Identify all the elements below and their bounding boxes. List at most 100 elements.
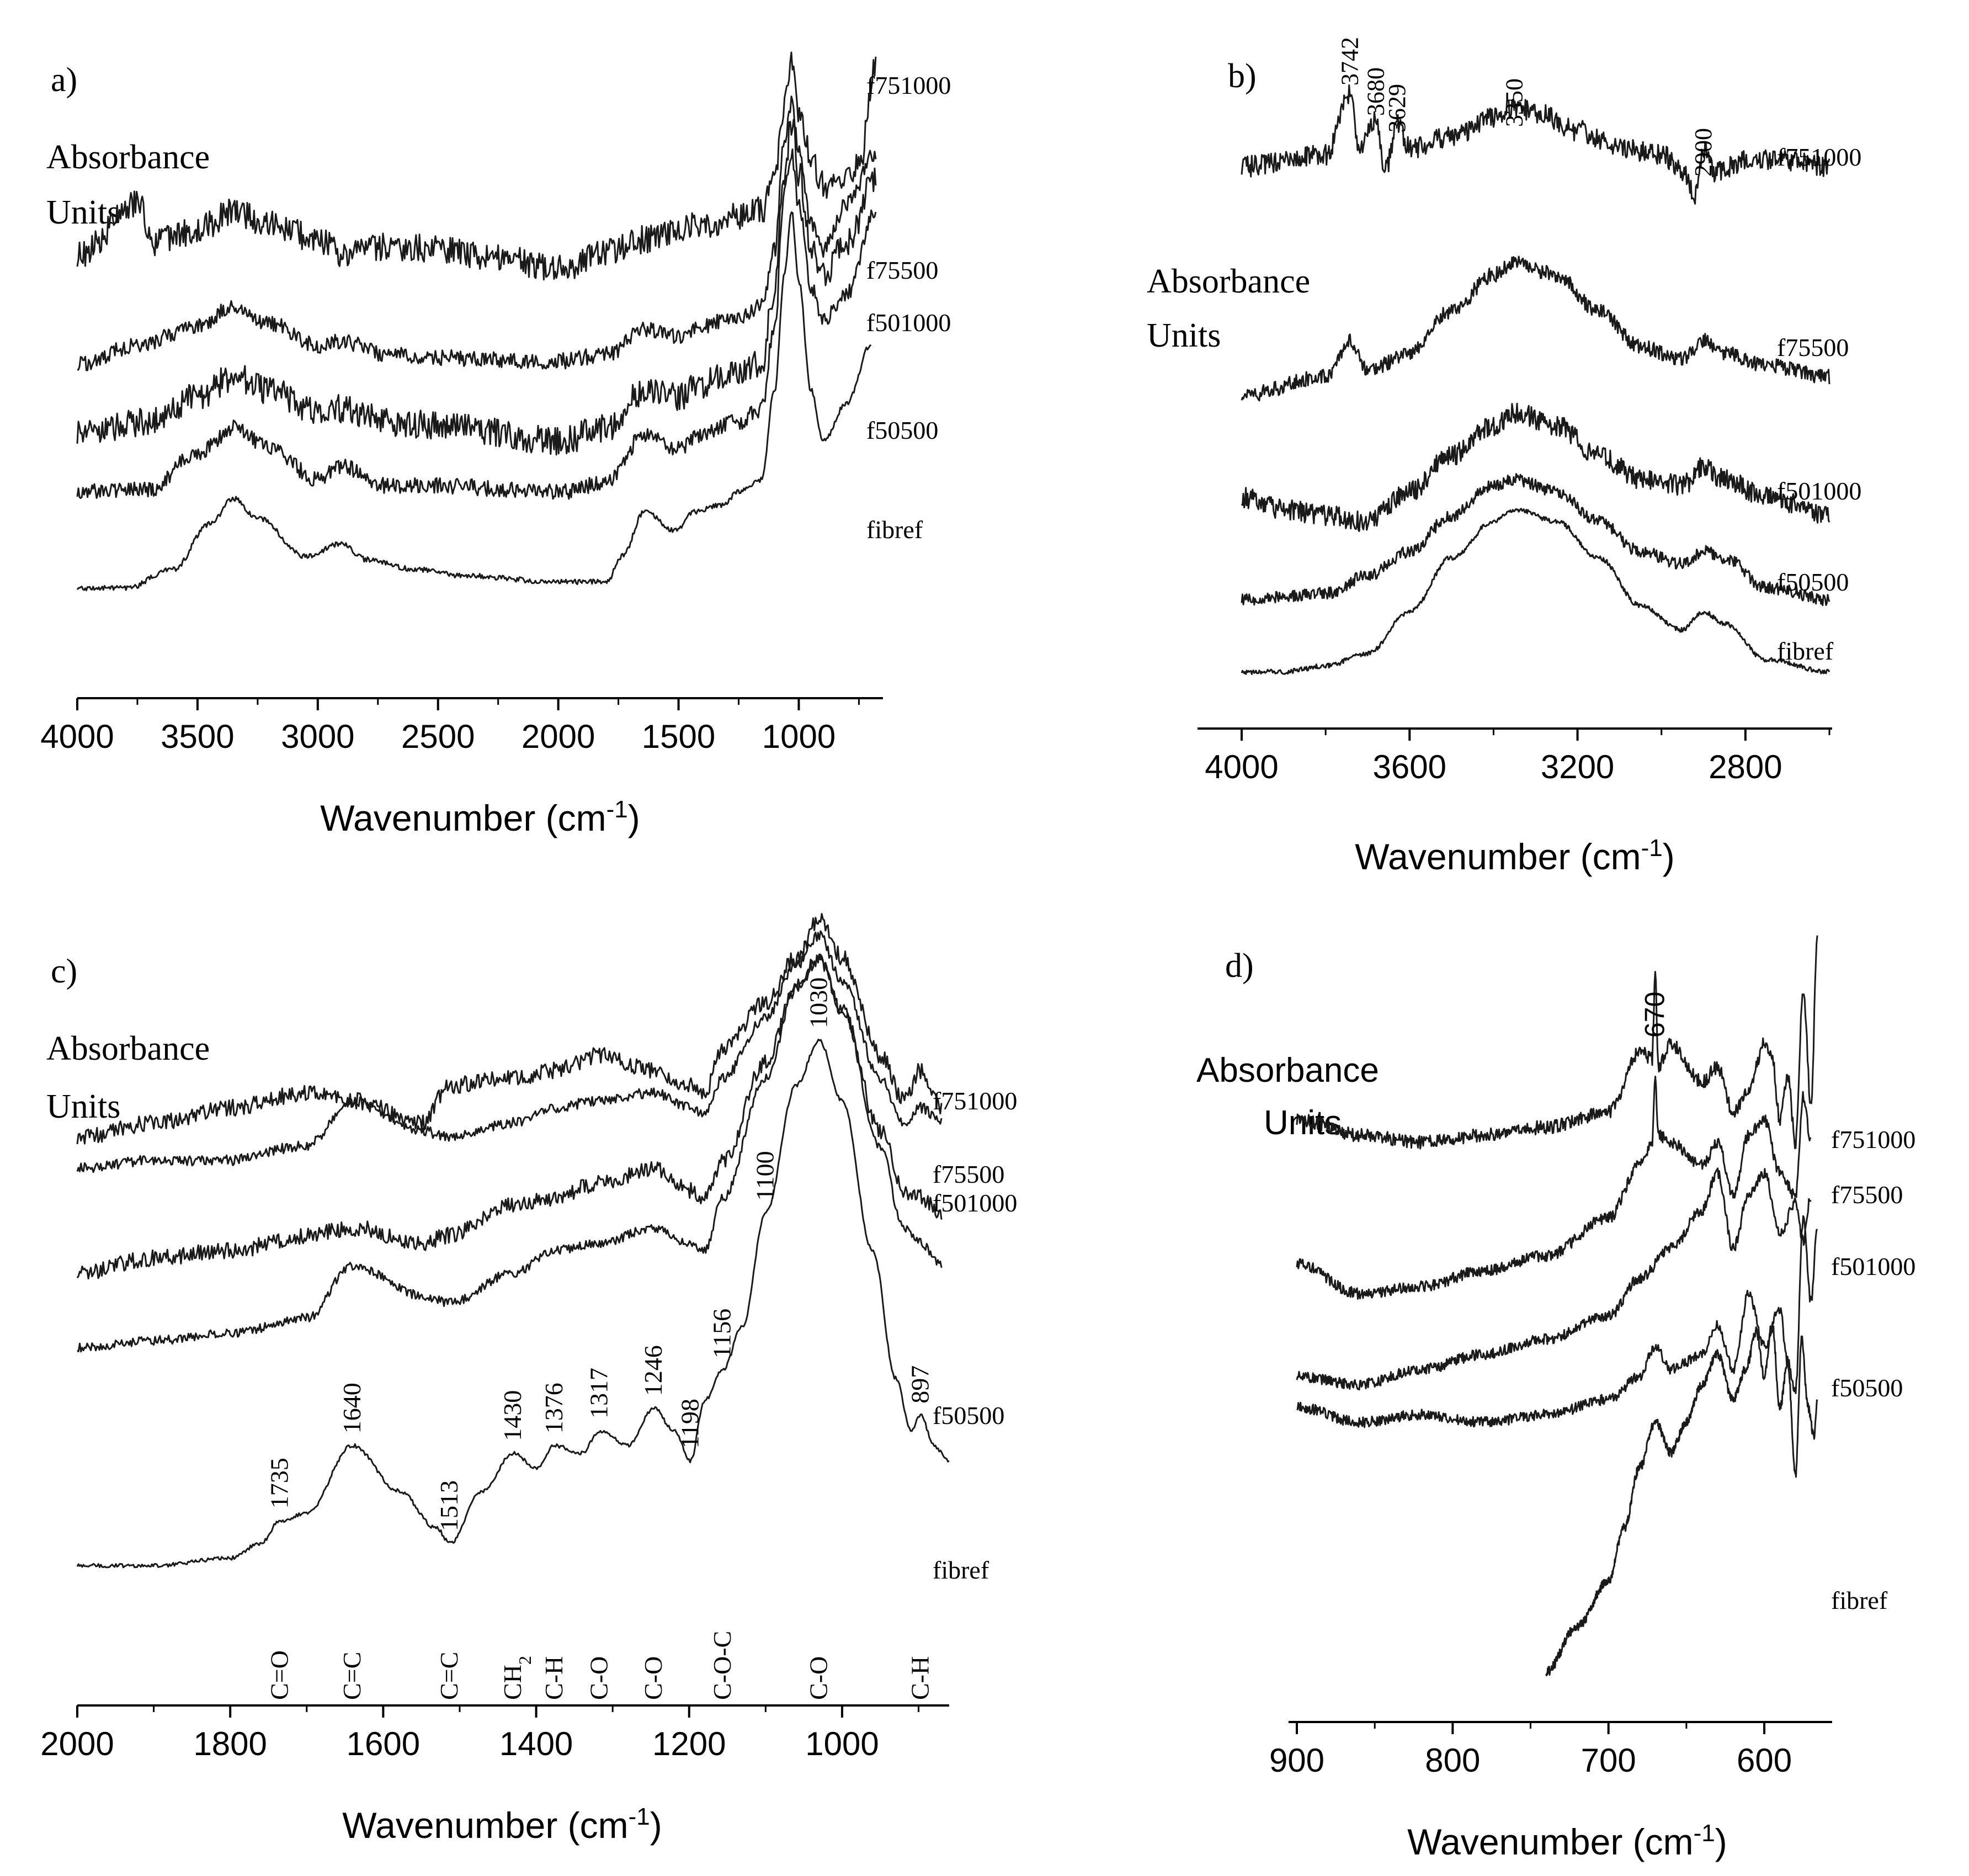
panel-b-tick-label: 2800 — [1709, 748, 1782, 785]
panel-c-assignment-label: C-O — [804, 1656, 832, 1700]
panel-d-series-fibref — [1545, 1322, 1818, 1677]
panel-c-series-f75500 — [76, 930, 943, 1173]
panel-c-assignment-label: C=C — [338, 1652, 366, 1700]
panel-c-tick-label: 1600 — [347, 1725, 420, 1762]
panel-d-series-f75500 — [1296, 1076, 1812, 1300]
panel-a-tick-label: 3500 — [161, 718, 234, 755]
panel-a-series-f75500 — [77, 95, 877, 371]
panel-b-legend-f75500: f75500 — [1777, 333, 1849, 362]
panel-c-ylabel-line2: Units — [46, 1088, 120, 1125]
panel-d-legend-f75500: f75500 — [1831, 1181, 1903, 1209]
panel-d-legend-fibref: fibref — [1831, 1586, 1888, 1614]
panel-c-assignments: C=O C=C C=C CH2 C-H C-O C-O C-O-C C-O C-H — [265, 1631, 934, 1700]
panel-a-tick-label: 2500 — [401, 718, 475, 755]
panel-c-legend-fibref: fibref — [933, 1556, 989, 1584]
panel-c-ylabel-line1: Absorbance — [46, 1030, 210, 1067]
panel-c-legend-f75500: f75500 — [933, 1160, 1004, 1188]
panel-a-series-fibref — [76, 211, 872, 592]
panel-a-series-f751000 — [76, 51, 877, 281]
panel-c-series — [76, 913, 950, 1569]
panel-d-xlabel: Wavenumber (cm-1) — [1407, 1820, 1727, 1863]
panel-a-legend: f751000 f75500 f501000 f50500 fibref — [866, 71, 951, 544]
panel-d-tick-label: 900 — [1269, 1742, 1324, 1779]
panel-b-series — [1241, 84, 1830, 675]
panel-c-peak-label: 1156 — [708, 1309, 736, 1358]
panel-c-xlabel: Wavenumber (cm-1) — [342, 1803, 662, 1846]
panel-c-peak-label: 1317 — [585, 1368, 613, 1418]
panel-c-series-f501000 — [76, 953, 943, 1280]
panel-a-legend-f75500: f75500 — [866, 256, 938, 284]
panel-c-peak-label: 1513 — [435, 1480, 463, 1531]
panel-b-series-f50500 — [1241, 473, 1830, 607]
panel-d-label: d) — [1225, 947, 1254, 985]
panel-d-tick-label: 700 — [1581, 1742, 1636, 1779]
panel-a-legend-fibref: fibref — [866, 515, 923, 544]
panel-c-tick-label: 1200 — [652, 1725, 726, 1762]
panel-c-peak-label: 1030 — [804, 977, 832, 1028]
panel-c-legend-f501000: f501000 — [933, 1189, 1017, 1217]
panel-c-peak-label: 1430 — [498, 1390, 526, 1441]
panel-b-label: b) — [1228, 57, 1257, 95]
panel-d-legend-f50500: f50500 — [1831, 1374, 1903, 1402]
panel-c-peak-label: 1640 — [338, 1383, 366, 1433]
panel-d-legend: f751000 f75500 f501000 f50500 fibref — [1831, 1125, 1915, 1614]
panel-c-tick-label: 1800 — [193, 1725, 267, 1762]
panel-a-series-f501000 — [76, 119, 877, 456]
panel-c-assignment-label: C=O — [265, 1650, 293, 1700]
panel-a-tick-label: 3000 — [281, 718, 354, 755]
panel-a-xlabel: Wavenumber (cm-1) — [320, 796, 640, 839]
panel-c-peak-label: 1246 — [639, 1345, 667, 1396]
panel-c-tick-label: 1000 — [805, 1725, 879, 1762]
panel-a-tick-label: 1000 — [762, 718, 836, 755]
panel-c-legend-f50500: f50500 — [933, 1401, 1004, 1429]
panel-d-legend-f751000: f751000 — [1831, 1125, 1915, 1154]
panel-b-legend-f501000: f501000 — [1777, 477, 1861, 505]
panel-d-peak-labels: 670 — [1639, 992, 1670, 1038]
panel-b-series-f75500 — [1241, 256, 1830, 402]
panel-c-tick-label: 1400 — [499, 1725, 573, 1762]
panel-a-legend-f50500: f50500 — [866, 416, 938, 444]
panel-c-series-fibref — [76, 1038, 950, 1569]
panel-c-peak-label: 1100 — [751, 1151, 779, 1200]
panel-c-peak-labels: 1735 1640 1513 1430 1376 1317 1246 1198 1156 1100… — [265, 977, 934, 1531]
panel-c-label: c) — [51, 953, 77, 990]
panel-a-ticks: 4000 3500 3000 2500 2000 1500 1000 — [40, 698, 860, 755]
panel-d-series-f501000 — [1296, 1167, 1812, 1391]
panel-c-ticks: 2000 1800 1600 1400 1200 1000 — [40, 1705, 920, 1762]
panel-a-legend-f501000: f501000 — [866, 309, 951, 337]
panel-d-series — [1296, 935, 1818, 1677]
panel-b-legend-fibref: fibref — [1777, 637, 1834, 665]
panel-d-ylabel-line2: Units — [1264, 1104, 1342, 1142]
panel-c-assignment-label: C-O — [585, 1656, 613, 1700]
panel-a-ylabel-line1: Absorbance — [46, 139, 210, 176]
panel-a-series-f50500 — [76, 148, 877, 500]
panel-b-ylabel-line1: Absorbance — [1147, 263, 1310, 300]
panel-b-peak-label: 2900 — [1690, 128, 1717, 177]
panel-d-tick-label: 800 — [1425, 1742, 1480, 1779]
panel-b-xlabel: Wavenumber (cm-1) — [1355, 835, 1674, 878]
panel-b: b) Absorbance Units 4000 3600 3200 2800 374… — [1147, 37, 1861, 877]
panel-c-assignment-label: C-H — [906, 1656, 934, 1700]
panel-c-tick-label: 2000 — [40, 1725, 114, 1762]
panel-d: d) Absorbance Units 900 800 700 600 670 f75… — [1196, 935, 1915, 1863]
panel-d-tick-label: 600 — [1737, 1742, 1792, 1779]
panel-c-series-f50500 — [76, 953, 943, 1353]
panel-c-assignment-label: C-O-C — [708, 1631, 736, 1700]
panel-b-peak-label: 3742 — [1336, 37, 1363, 86]
panel-b-tick-label: 3200 — [1541, 748, 1614, 785]
panel-b-series-f501000 — [1241, 402, 1830, 532]
panel-a: a) Absorbance Units 4000 3500 3000 2500 2000… — [40, 51, 951, 839]
panel-c-assignment-label: CH2 — [498, 1656, 535, 1700]
panel-a-legend-f751000: f751000 — [866, 71, 951, 99]
panel-c-assignment-label: C-H — [540, 1656, 568, 1700]
panel-c-assignment-label: C=C — [435, 1652, 463, 1700]
panel-a-series — [76, 51, 877, 592]
panel-a-tick-label: 1500 — [642, 718, 715, 755]
panel-c-peak-label: 897 — [906, 1365, 934, 1404]
panel-c-assignment-label: C-O — [639, 1656, 667, 1700]
panel-c-peak-label: 1376 — [540, 1383, 568, 1433]
panel-b-peak-label: 3350 — [1500, 78, 1528, 127]
panel-b-ylabel-line2: Units — [1147, 317, 1221, 354]
panel-b-legend: f751000 f75500 f501000 f50500 fibref — [1777, 143, 1861, 665]
